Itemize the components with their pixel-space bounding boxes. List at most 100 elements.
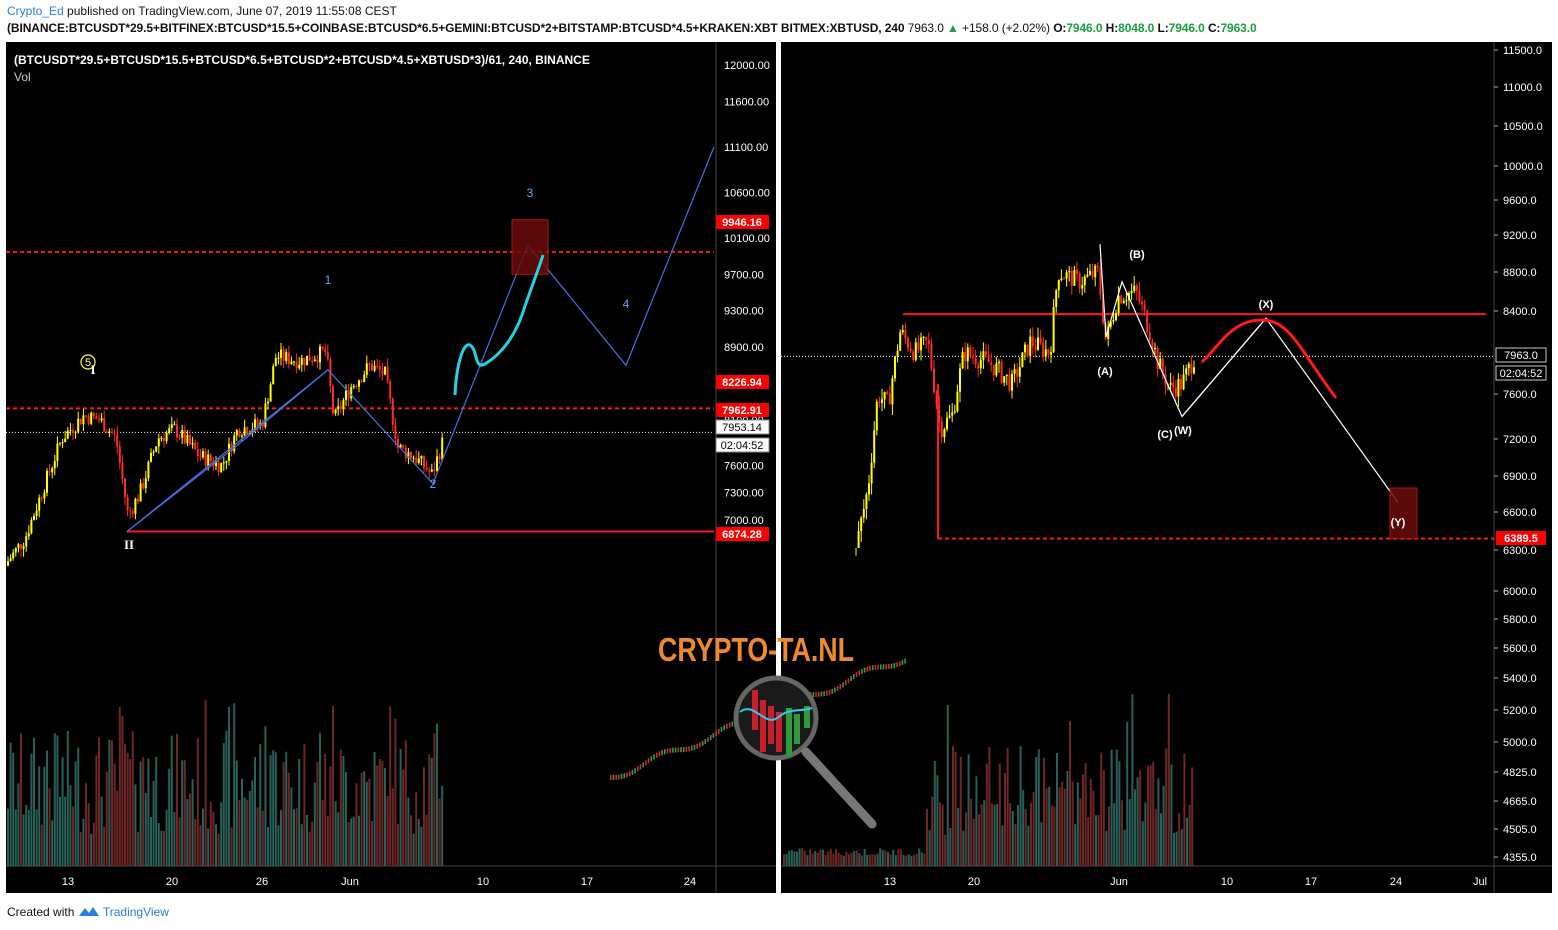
right-volume-bar (1154, 808, 1157, 866)
left-volume-bar (417, 818, 420, 866)
right-candle-body (896, 350, 899, 357)
left-candle-body (100, 418, 103, 421)
right-volume-bar (988, 747, 991, 866)
right-candle-body (1089, 271, 1091, 275)
left-volume-bar (150, 817, 152, 866)
watermark-mini-candle (853, 674, 855, 680)
left-candle-body (402, 444, 405, 448)
right-candle-body (894, 356, 896, 379)
right-candle-body (1154, 347, 1156, 350)
left-volume-bar (144, 792, 147, 866)
right-candle-body (912, 351, 915, 360)
right-candle-body (933, 368, 935, 392)
right-candle-body (961, 351, 964, 369)
right-candle-body (1003, 376, 1006, 383)
left-volume-bar (17, 783, 20, 866)
left-chart[interactable]: (BTCUSDT*29.5+BTCUSD*15.5+BTCUSD*6.5+BTC… (6, 42, 781, 893)
right-volume-bar (793, 851, 796, 866)
right-candle-body (1026, 344, 1029, 356)
right-x-tick-label: 20 (968, 876, 980, 888)
watermark-mini-candle (866, 666, 869, 672)
right-volume-bar (1188, 804, 1191, 866)
left-volume-bar (339, 749, 342, 866)
watermark-mini-candle (645, 760, 647, 766)
left-wave-label: 2 (430, 477, 437, 491)
watermark-mini-candle (610, 775, 612, 780)
left-volume-bar (124, 744, 126, 866)
right-volume-bar (1037, 749, 1040, 866)
watermark-mini-candle (699, 742, 701, 748)
watermark-mini-candle (669, 747, 671, 753)
right-candle-body (951, 412, 954, 416)
right-volume-bar (957, 808, 960, 866)
right-volume-bar (785, 853, 788, 866)
left-volume-bar (287, 772, 290, 866)
left-candle-body (415, 457, 418, 463)
right-candle-body (959, 368, 961, 392)
tradingview-link[interactable]: TradingView (102, 905, 169, 919)
left-volume-bar (246, 799, 249, 866)
right-y-tick-label: 5600.0 (1503, 643, 1537, 655)
right-price-tag-label: 02:04:52 (1500, 368, 1543, 380)
right-candle-body (1141, 301, 1143, 305)
left-candle-body (371, 363, 373, 371)
left-volume-bar (319, 732, 321, 866)
left-candle-body (352, 386, 355, 388)
right-volume-bar (1045, 788, 1048, 866)
right-volume-bar (801, 848, 804, 866)
left-volume-bar (105, 771, 108, 866)
right-y-tick-label: 4825.0 (1503, 767, 1537, 779)
watermark-mini-candle (615, 774, 617, 780)
left-candle-body (267, 401, 269, 404)
left-volume-bar (251, 780, 254, 866)
right-volume-bar (1063, 788, 1066, 866)
right-candle-body (1031, 336, 1034, 347)
right-candle-body (1115, 313, 1117, 320)
left-volume-bar (428, 754, 431, 866)
right-volume-bar (1040, 822, 1043, 866)
left-price-tag (716, 403, 769, 417)
left-candle-body (77, 418, 80, 432)
right-candle-body (1055, 290, 1058, 307)
left-y-tick-label: 12000.00 (724, 60, 770, 72)
left-price-tag (716, 215, 769, 229)
right-candle-body (881, 399, 883, 403)
left-volume-bar (438, 798, 441, 866)
left-volume-bar (342, 755, 345, 866)
left-candle-body (27, 533, 30, 537)
right-volume-bar (798, 848, 801, 866)
right-candle-body (953, 411, 956, 413)
left-volume-bar (285, 751, 288, 866)
left-candle-body (12, 552, 15, 559)
left-volume-bar (48, 788, 51, 866)
left-candle-body (389, 381, 392, 399)
magnifier-candle (776, 712, 782, 752)
watermark-mini-candle (844, 680, 847, 686)
left-wave-label: 3 (527, 186, 534, 200)
right-candle-body (1000, 361, 1003, 383)
left-candle-body (95, 416, 98, 420)
right-volume-bar (941, 804, 944, 866)
right-volume-bar (816, 852, 819, 866)
right-candle-body (860, 517, 863, 531)
right-candle-body (930, 343, 933, 369)
left-volume-bar (298, 758, 301, 866)
left-candle-body (241, 435, 243, 437)
left-x-tick-label: 24 (684, 876, 696, 888)
watermark-mini-candle (812, 692, 815, 698)
left-candle-body (324, 349, 327, 352)
left-volume-bar (181, 760, 184, 866)
right-candle-body (1138, 290, 1141, 302)
right-volume-bar (1183, 753, 1186, 866)
left-volume-bar (64, 796, 67, 866)
author-link[interactable]: Crypto_Ed (7, 4, 64, 18)
left-candle-body (412, 457, 415, 459)
left-volume-bar (204, 700, 207, 866)
right-volume-bar (874, 854, 876, 866)
right-symbol: BITMEX:XBTUSD, 240 (780, 21, 905, 35)
watermark-mini-candle (863, 667, 866, 673)
right-chart[interactable]: 11500.0 11000.0 10500.0 10000.0 9600.0 9200.0… (776, 42, 1552, 893)
left-candle-body (98, 419, 100, 421)
watermark-mini-candle (639, 764, 642, 770)
